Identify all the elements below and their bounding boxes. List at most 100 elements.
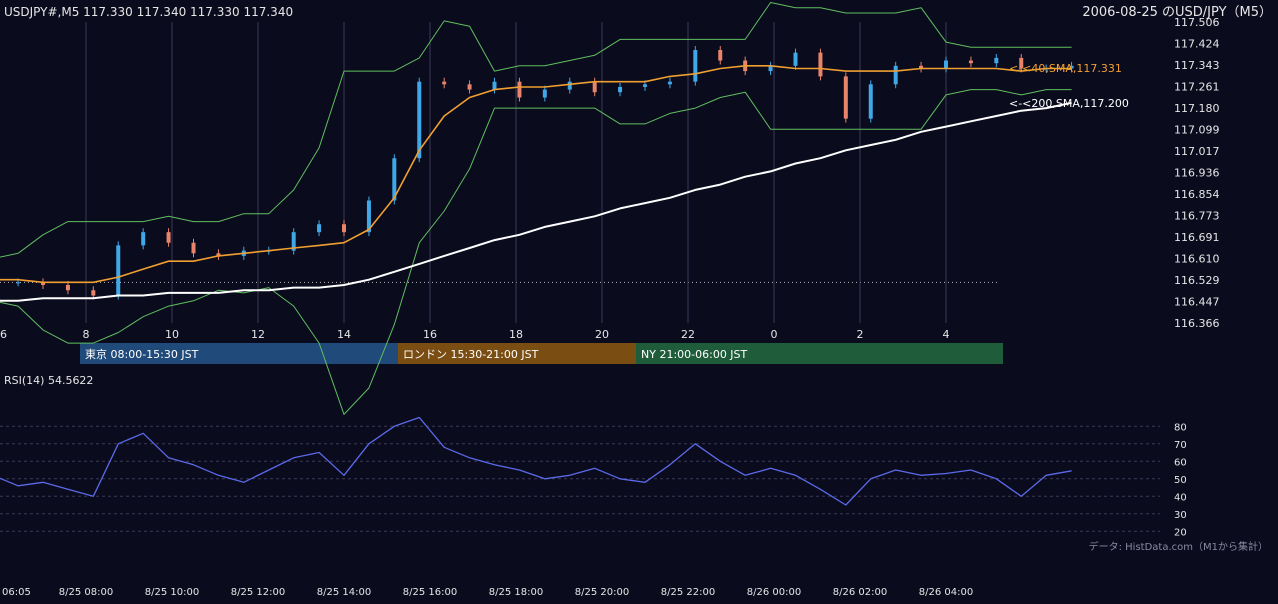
candle-body xyxy=(944,60,948,69)
time-tick-label: 8/25 22:00 xyxy=(661,587,715,598)
hour-tick-label: 12 xyxy=(251,328,265,341)
rsi-title: RSI(14) 54.5622 xyxy=(4,374,93,387)
rsi-tick-label: 30 xyxy=(1174,510,1187,521)
candle-body xyxy=(517,81,522,98)
candle-body xyxy=(65,284,70,291)
candle-body xyxy=(994,57,999,64)
candle-body xyxy=(317,224,322,233)
price-tick-label: 116.854 xyxy=(1174,188,1220,201)
candle-body xyxy=(868,84,873,119)
price-tick-label: 116.936 xyxy=(1174,167,1220,180)
hour-tick-label: 0 xyxy=(771,328,778,341)
rsi-tick-label: 80 xyxy=(1174,422,1187,433)
hour-tick-label: 2 xyxy=(857,328,864,341)
candle-body xyxy=(191,242,196,254)
candle-body xyxy=(91,290,96,296)
data-credit: データ: HistData.com（M1から集計） xyxy=(1089,540,1268,553)
candle-body xyxy=(1019,57,1024,69)
hour-tick-label: 20 xyxy=(595,328,609,341)
candle-body xyxy=(667,81,672,85)
time-tick-label: 8/26 04:00 xyxy=(919,587,973,598)
hour-tick-label: 6 xyxy=(0,328,7,341)
candle-body xyxy=(618,86,623,93)
time-tick-label: 8/25 14:00 xyxy=(317,587,371,598)
time-tick-label: 06:05 xyxy=(2,587,31,598)
session-band xyxy=(398,343,636,364)
price-tick-label: 116.529 xyxy=(1174,274,1220,287)
price-tick-label: 116.691 xyxy=(1174,231,1220,244)
candle-body xyxy=(693,49,698,82)
sma40-line xyxy=(0,65,1072,284)
date-title: 2006-08-25 のUSD/JPY（M5） xyxy=(1082,5,1272,20)
candle-body xyxy=(141,232,146,246)
candle-body xyxy=(417,81,422,159)
candle-body xyxy=(843,76,848,119)
grid-layer xyxy=(0,22,1160,532)
session-label: 東京 08:00-15:30 JST xyxy=(85,347,199,361)
candle-body xyxy=(467,84,472,90)
price-panel xyxy=(0,2,1074,415)
candle-body xyxy=(768,65,773,72)
session-band xyxy=(636,343,1003,364)
candle-body xyxy=(643,84,647,87)
session-label: ロンドン 15:30-21:00 JST xyxy=(403,348,539,361)
time-tick-label: 8/25 18:00 xyxy=(489,587,543,598)
axes-layer: 117.506 117.424 117.343 117.261 117.180 117.0… xyxy=(0,16,1220,598)
rsi-tick-label: 70 xyxy=(1174,440,1187,451)
price-tick-label: 117.261 xyxy=(1174,81,1220,94)
time-tick-label: 8/26 02:00 xyxy=(833,587,887,598)
sma200-line xyxy=(0,101,1072,302)
candle-body xyxy=(116,245,121,296)
price-tick-label: 117.506 xyxy=(1174,16,1220,29)
symbol-ohlc-label: USDJPY#,M5 117.330 117.340 117.330 117.3… xyxy=(4,5,293,19)
hour-tick-label: 10 xyxy=(165,328,179,341)
candle-body xyxy=(1069,65,1074,69)
time-tick-label: 8/26 00:00 xyxy=(747,587,801,598)
rsi-tick-label: 20 xyxy=(1174,527,1187,538)
rsi-tick-label: 40 xyxy=(1174,492,1187,503)
price-tick-label: 116.447 xyxy=(1174,296,1220,309)
price-tick-label: 116.773 xyxy=(1174,210,1220,223)
price-tick-label: 117.180 xyxy=(1174,102,1220,115)
session-bands: 東京 08:00-15:30 JST ロンドン 15:30-21:00 JST NY… xyxy=(80,343,1003,364)
candle-body xyxy=(542,89,547,98)
session-band xyxy=(80,343,398,364)
candle-body xyxy=(919,65,924,69)
candle-body xyxy=(718,49,723,61)
candle-body xyxy=(442,81,447,85)
price-tick-label: 116.610 xyxy=(1174,253,1220,266)
candle-body xyxy=(968,60,973,64)
hour-tick-label: 14 xyxy=(337,328,351,341)
candle-body xyxy=(492,81,497,90)
candle-body xyxy=(41,282,45,285)
rsi-panel xyxy=(0,416,1072,506)
bollinger-upper xyxy=(0,2,1072,258)
candle-body xyxy=(291,232,296,251)
time-tick-label: 8/25 12:00 xyxy=(231,587,285,598)
sma200-label: <-<200,SMA,117.200 xyxy=(1009,97,1129,110)
hour-tick-label: 16 xyxy=(423,328,437,341)
price-tick-label: 117.099 xyxy=(1174,124,1220,137)
candle-body xyxy=(893,65,898,85)
candle-body xyxy=(166,232,171,243)
candle-body xyxy=(592,81,597,93)
candle-body xyxy=(392,158,397,201)
price-tick-label: 117.424 xyxy=(1174,38,1220,51)
time-tick-label: 8/25 20:00 xyxy=(575,587,629,598)
hour-tick-label: 22 xyxy=(681,328,695,341)
candle-body xyxy=(818,52,823,77)
hour-tick-label: 8 xyxy=(83,328,90,341)
candle-body xyxy=(793,52,798,66)
bollinger-lower xyxy=(0,89,1072,415)
hour-tick-label: 4 xyxy=(943,328,950,341)
time-tick-label: 8/25 08:00 xyxy=(59,587,113,598)
time-tick-label: 8/25 10:00 xyxy=(145,587,199,598)
candle-body xyxy=(342,224,346,233)
candle-body xyxy=(567,81,572,90)
candle-body xyxy=(366,200,371,233)
hour-tick-label: 18 xyxy=(509,328,523,341)
price-tick-label: 116.366 xyxy=(1174,317,1220,330)
